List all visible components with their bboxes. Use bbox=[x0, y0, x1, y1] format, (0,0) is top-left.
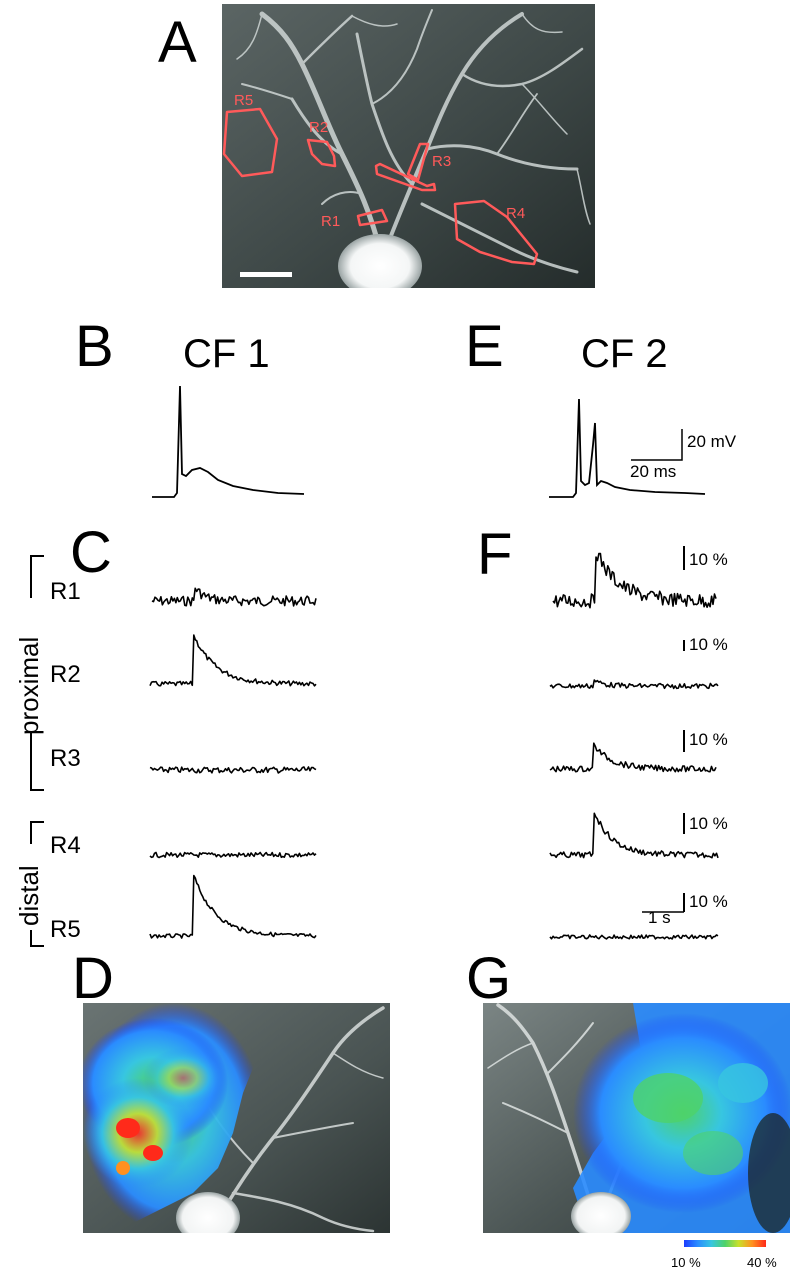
row-label-r1: R1 bbox=[50, 578, 81, 605]
neuron-micrograph-a: R5 R2 R3 R1 R4 bbox=[222, 4, 595, 288]
roi-label-r3: R3 bbox=[432, 153, 451, 170]
roi-label-r4: R4 bbox=[506, 205, 525, 222]
colorbar-max-label: 40 % bbox=[747, 1255, 777, 1270]
row-label-r5: R5 bbox=[50, 916, 81, 943]
scale-label-1s: 1 s bbox=[648, 908, 671, 927]
panel-label-d: D bbox=[72, 946, 114, 1011]
cf1-title: CF 1 bbox=[183, 332, 270, 376]
trace-cf2-r1 bbox=[552, 552, 717, 609]
scale-label-20mv: 20 mV bbox=[687, 432, 737, 451]
row-label-r3: R3 bbox=[50, 745, 81, 772]
panel-label-f: F bbox=[477, 522, 513, 587]
bracket-proximal bbox=[30, 555, 44, 791]
panel-label-c: C bbox=[70, 520, 112, 585]
scale-label-20ms: 20 ms bbox=[630, 462, 677, 481]
panel-label-e: E bbox=[465, 314, 504, 379]
voltage-trace-cf2 bbox=[549, 398, 706, 498]
trace-cf1-r4 bbox=[149, 851, 317, 859]
roi-label-r1: R1 bbox=[321, 213, 340, 230]
scale-bar-voltage-time bbox=[631, 429, 683, 461]
panel-label-g: G bbox=[466, 946, 512, 1011]
scale-label-10pct-r3: 10 % bbox=[689, 730, 728, 749]
trace-cf2-r5 bbox=[549, 934, 719, 940]
roi-label-r5: R5 bbox=[234, 92, 253, 109]
bracket-distal bbox=[30, 821, 44, 947]
roi-label-r2: R2 bbox=[309, 119, 328, 136]
colorbar-min-label: 10 % bbox=[671, 1255, 701, 1270]
cf2-title: CF 2 bbox=[581, 332, 668, 376]
row-label-r4: R4 bbox=[50, 832, 81, 859]
panel-label-a: A bbox=[158, 10, 197, 75]
scale-label-10pct-r2: 10 % bbox=[689, 635, 728, 654]
trace-cf2-r4 bbox=[549, 812, 719, 859]
trace-cf1-r5 bbox=[149, 874, 317, 939]
voltage-trace-cf1 bbox=[152, 385, 305, 498]
scale-label-10pct-r1: 10 % bbox=[689, 550, 728, 569]
calcium-map-cf2 bbox=[483, 1003, 790, 1233]
trace-cf1-r2 bbox=[149, 634, 317, 687]
trace-cf2-r2 bbox=[549, 679, 719, 690]
row-label-r2: R2 bbox=[50, 661, 81, 688]
trace-cf1-r1 bbox=[151, 587, 317, 607]
scale-label-10pct-r4: 10 % bbox=[689, 814, 728, 833]
panel-label-b: B bbox=[75, 314, 114, 379]
trace-cf1-r3 bbox=[149, 766, 317, 774]
calcium-map-cf1 bbox=[83, 1003, 390, 1233]
scale-label-10pct-r5: 10 % bbox=[689, 892, 728, 911]
colorbar bbox=[684, 1240, 766, 1247]
trace-cf2-r3 bbox=[549, 742, 717, 773]
